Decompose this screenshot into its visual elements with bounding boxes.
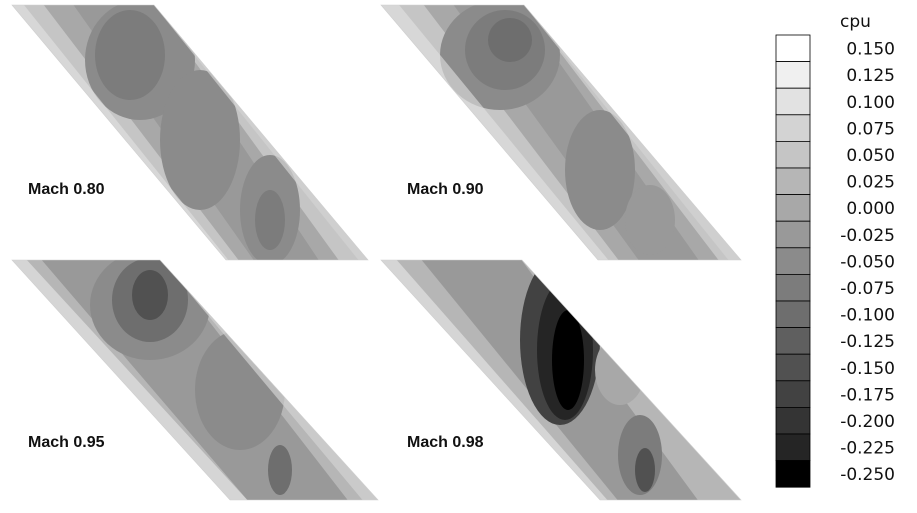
panel-label-mach-095: Mach 0.95	[28, 434, 105, 451]
legend-tick-label: -0.100	[840, 306, 895, 326]
legend-tick-label: 0.100	[846, 93, 895, 113]
panel-label-mach-098: Mach 0.98	[407, 434, 484, 451]
legend-swatch	[775, 406, 811, 435]
legend-tick-label: -0.175	[840, 385, 895, 405]
legend-swatch	[775, 300, 811, 329]
legend-swatch	[775, 353, 811, 382]
legend-tick-label: -0.050	[840, 252, 895, 272]
legend-tick-label: -0.150	[840, 359, 895, 379]
legend-tick-label: -0.200	[840, 412, 895, 432]
legend-swatch	[775, 34, 811, 63]
panel-label-mach-080: Mach 0.80	[28, 181, 105, 198]
legend-tick-label: 0.150	[846, 40, 895, 60]
panel-label-mach-090: Mach 0.90	[407, 181, 484, 198]
legend-swatch	[775, 327, 811, 355]
legend-swatch	[775, 114, 811, 142]
panel-mach-080: Mach 0.80	[11, 4, 369, 261]
legend-tick-label: -0.125	[840, 332, 895, 352]
panel-mach-095: Mach 0.95	[11, 259, 379, 501]
legend-swatch	[775, 194, 811, 222]
panel-mach-098: Mach 0.98	[380, 259, 742, 501]
legend-tick-label: -0.225	[840, 439, 895, 459]
legend-swatch	[775, 380, 811, 408]
legend-tick-label: -0.250	[840, 465, 895, 485]
legend-swatch	[775, 220, 811, 249]
panel-mach-090: Mach 0.90	[380, 4, 742, 261]
legend-swatch	[775, 61, 811, 89]
legend-title: cpu	[840, 12, 871, 32]
legend-tick-label: 0.050	[846, 146, 895, 166]
legend-swatch	[775, 140, 811, 169]
legend-swatch	[775, 433, 811, 462]
legend-tick-label: 0.125	[846, 66, 895, 86]
legend-swatch	[775, 273, 811, 302]
legend-swatch	[775, 460, 811, 488]
legend-tick-label: 0.000	[846, 199, 895, 219]
legend-swatch	[775, 87, 811, 116]
legend-swatch	[775, 247, 811, 275]
legend-tick-label: -0.025	[840, 226, 895, 246]
legend-tick-label: 0.025	[846, 173, 895, 193]
legend-tick-label: -0.075	[840, 279, 895, 299]
legend-swatch	[775, 167, 811, 196]
legend-tick-label: 0.075	[846, 119, 895, 139]
cpu-legend: cpu 0.150 0.125 0.100 0.075 0.050 0.025 0.000 -…	[775, 12, 895, 488]
